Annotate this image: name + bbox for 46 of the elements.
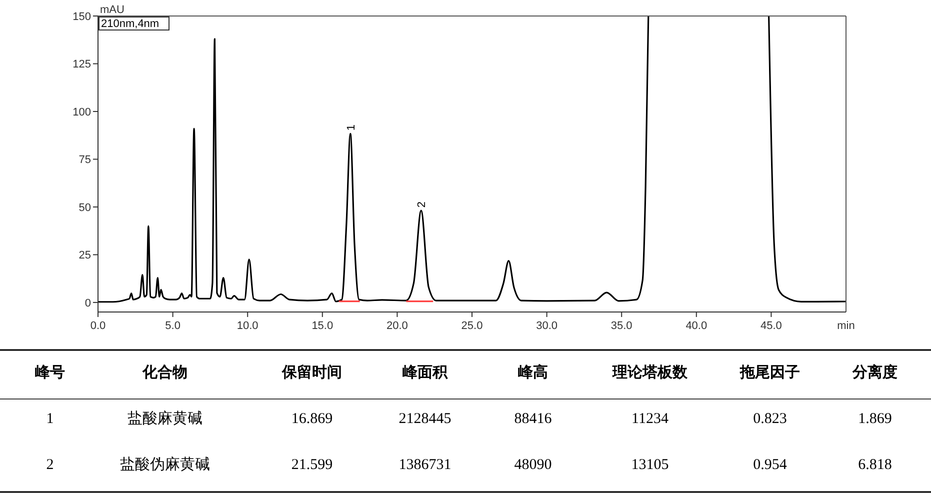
x-tick-label: 5.0 — [165, 320, 180, 332]
text: 保留时间 — [281, 363, 342, 381]
annotation: 1 — [345, 124, 358, 131]
text: 6.818 — [858, 457, 892, 473]
text: 88416 — [514, 411, 552, 427]
text: 拖尾因子 — [739, 363, 800, 381]
y-tick-label: 150 — [72, 11, 91, 23]
x-axis-title: min — [837, 320, 855, 332]
text: 峰面积 — [402, 363, 448, 381]
text: 分离度 — [852, 363, 898, 381]
text: 1 — [46, 411, 54, 427]
text: 峰号 — [35, 363, 65, 381]
text: 13105 — [631, 457, 669, 473]
text: 48090 — [514, 457, 552, 473]
text: 11234 — [632, 411, 669, 427]
x-tick-label: 20.0 — [386, 320, 408, 332]
text: 1386731 — [398, 457, 452, 473]
x-tick-label: 45.0 — [760, 320, 782, 332]
y-tick-label: 75 — [78, 154, 91, 166]
annotation: 210nm,4nm — [101, 18, 160, 30]
y-tick-label: 0 — [84, 297, 91, 310]
y-axis-title: mAU — [100, 4, 124, 16]
y-tick-label: 100 — [72, 106, 91, 118]
x-tick-label: 15.0 — [312, 320, 334, 332]
x-tick-label: 0.0 — [90, 320, 106, 332]
text: 0.823 — [753, 411, 787, 427]
text: 盐酸麻黄碱 — [128, 409, 202, 427]
text: 化合物 — [142, 363, 188, 381]
annotation: 2 — [416, 201, 428, 208]
x-tick-label: 35.0 — [610, 320, 632, 332]
text: 1.869 — [858, 411, 892, 427]
text: 21.599 — [291, 457, 333, 473]
y-tick-label: 50 — [78, 202, 91, 214]
text: 16.869 — [291, 411, 333, 427]
text: 理论塔板数 — [612, 363, 688, 381]
y-tick-label: 25 — [78, 250, 91, 262]
x-tick-label: 40.0 — [686, 320, 708, 332]
text: 2 — [46, 457, 54, 473]
text: 2128445 — [398, 411, 452, 427]
text: 0.954 — [753, 457, 788, 473]
x-tick-label: 25.0 — [461, 320, 483, 332]
text: 峰高 — [518, 363, 548, 381]
y-tick-label: 125 — [72, 58, 91, 71]
text: 盐酸伪麻黄碱 — [120, 455, 210, 473]
x-tick-label: 10.0 — [236, 320, 258, 332]
x-tick-label: 30.0 — [536, 320, 558, 332]
